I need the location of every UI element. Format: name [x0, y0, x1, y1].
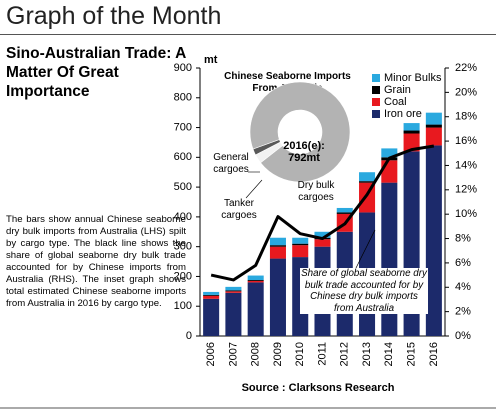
- article-body: The bars show annual Chinese seaborne dr…: [6, 214, 186, 309]
- legend-label: Iron ore: [384, 108, 422, 120]
- bar-segment: [425, 112, 442, 125]
- y-tick-label: 900: [174, 62, 192, 74]
- y2-tick-label: 22%: [455, 62, 477, 74]
- inset-center-label: 792mt: [288, 152, 320, 164]
- inset-label: Tanker cargoes: [221, 198, 257, 221]
- y2-tick-label: 16%: [455, 135, 477, 147]
- bar-segment: [381, 148, 398, 158]
- bar-segment: [203, 291, 220, 295]
- bar-segment: [225, 286, 242, 291]
- bar-segment: [269, 258, 286, 336]
- bar-segment: [225, 292, 242, 336]
- y-unit: mt: [204, 54, 218, 66]
- x-tick-label: 2010: [294, 342, 306, 366]
- x-tick-label: 2015: [405, 342, 417, 366]
- y2-tick-label: 6%: [455, 257, 471, 269]
- y-tick-label: 200: [174, 270, 192, 282]
- bar-segment: [292, 245, 309, 258]
- bar-segment: [225, 291, 242, 293]
- inset-label-box: Tanker cargoes: [221, 198, 257, 221]
- y2-tick-label: 2%: [455, 306, 471, 318]
- x-tick-label: 2014: [383, 342, 395, 366]
- bar-segment: [336, 207, 353, 213]
- y-tick-label: 400: [174, 211, 192, 223]
- page-title: Graph of the Month: [6, 2, 222, 30]
- bar-segment: [269, 237, 286, 246]
- title-rule: [0, 34, 496, 35]
- bar-segment: [359, 181, 376, 183]
- bar-segment: [292, 243, 309, 246]
- y2-tick-label: 4%: [455, 281, 471, 293]
- y-tick-label: 100: [174, 300, 192, 312]
- legend-swatch: [372, 110, 380, 118]
- x-tick-label: 2006: [205, 342, 217, 366]
- share-line: [210, 144, 435, 282]
- bar-segment: [203, 298, 220, 336]
- y2-tick-label: 8%: [455, 232, 471, 244]
- y-tick-label: 0: [186, 330, 192, 342]
- inset-pointer: [245, 179, 263, 199]
- bar-segment: [203, 294, 220, 296]
- y2-tick-label: 10%: [455, 208, 477, 220]
- bar-segment: [403, 133, 420, 152]
- inset-label-box: General cargoes: [213, 152, 249, 175]
- bar-segment: [336, 212, 353, 214]
- y2-tick-label: 18%: [455, 111, 477, 123]
- legend-swatch: [372, 86, 380, 94]
- y2-tick-label: 12%: [455, 184, 477, 196]
- bar-segment: [425, 124, 442, 128]
- y2-tick-label: 14%: [455, 159, 477, 171]
- x-tick-label: 2013: [361, 342, 373, 366]
- bar-segment: [403, 123, 420, 131]
- annotation-pointer: [355, 229, 376, 269]
- x-tick-label: 2011: [316, 342, 328, 366]
- x-tick-label: 2009: [272, 342, 284, 366]
- inset-slice: [249, 81, 351, 183]
- bar-segment: [269, 246, 286, 259]
- bar-segment: [225, 290, 242, 292]
- y2-tick-label: 0%: [455, 330, 471, 342]
- bar-segment: [247, 282, 264, 336]
- bar-segment: [359, 172, 376, 182]
- bar-segment: [403, 130, 420, 134]
- bar-segment: [381, 160, 398, 183]
- inset-label: General cargoes: [213, 152, 249, 175]
- bar-segment: [247, 280, 264, 281]
- legend-label: Grain: [384, 84, 411, 96]
- y-tick-label: 700: [174, 121, 192, 133]
- x-tick-label: 2016: [428, 342, 440, 366]
- bar-segment: [203, 295, 220, 299]
- article-heading: Sino-Australian Trade: A Matter Of Great…: [6, 45, 186, 100]
- bar-segment: [247, 280, 264, 283]
- bar-segment: [247, 275, 264, 281]
- bar-segment: [425, 145, 442, 336]
- legend-swatch: [372, 74, 380, 82]
- y2-tick-label: 20%: [455, 86, 477, 98]
- inset-label-box: Dry bulk cargoes: [297, 180, 335, 203]
- line-annotation: Share of global seaborne dry bulk trade …: [300, 268, 428, 314]
- bar-segment: [292, 237, 309, 244]
- x-tick-label: 2007: [227, 342, 239, 366]
- y-tick-label: 800: [174, 92, 192, 104]
- line-annotation-box: Share of global seaborne dry bulk trade …: [300, 268, 428, 314]
- y-tick-label: 500: [174, 181, 192, 193]
- y-tick-label: 600: [174, 151, 192, 163]
- legend-label: Minor Bulks: [384, 72, 442, 84]
- bar-segment: [269, 245, 286, 247]
- legend-swatch: [372, 98, 380, 106]
- x-tick-label: 2012: [339, 342, 351, 366]
- bar-segment: [425, 127, 442, 146]
- inset-label: Dry bulk cargoes: [297, 180, 335, 203]
- source: Source : Clarksons Research: [242, 382, 395, 394]
- legend-label: Coal: [384, 96, 407, 108]
- bar-segment: [314, 231, 331, 238]
- bar-segment: [314, 239, 331, 247]
- y-tick-label: 300: [174, 241, 192, 253]
- inset-center-label: 2016(e):: [283, 140, 325, 152]
- x-tick-label: 2008: [250, 342, 262, 366]
